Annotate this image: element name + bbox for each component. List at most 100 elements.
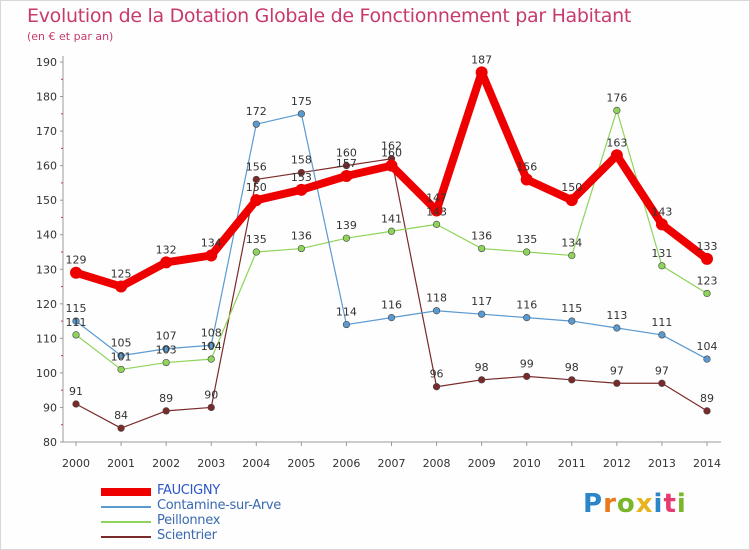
data-point-peillonnex xyxy=(72,331,80,339)
data-point-peillonnex xyxy=(523,248,531,256)
logo-letter: P xyxy=(583,489,604,519)
data-label-scientrier: 97 xyxy=(610,364,624,377)
data-point-faucigny xyxy=(70,266,82,279)
legend-label: FAUCIGNY xyxy=(157,483,220,498)
data-label-peillonnex: 131 xyxy=(651,247,672,260)
y-tick-label: 160 xyxy=(36,160,57,173)
data-point-contamine-sur-arve xyxy=(162,345,170,353)
data-label-contamine-sur-arve: 108 xyxy=(201,326,222,339)
data-point-faucigny xyxy=(295,183,308,196)
data-point-scientrier xyxy=(523,372,531,380)
data-label-peillonnex: 136 xyxy=(291,230,312,243)
data-label-scientrier: 162 xyxy=(381,140,402,153)
data-label-faucigny: 187 xyxy=(471,53,492,66)
data-label-scientrier: 84 xyxy=(114,409,128,422)
y-tick-label: 170 xyxy=(36,125,57,138)
data-point-peillonnex xyxy=(613,106,621,114)
legend-swatch xyxy=(101,521,151,523)
data-point-scientrier xyxy=(162,407,170,415)
y-tick-label: 80 xyxy=(43,436,57,449)
x-tick-label: 2003 xyxy=(197,457,225,470)
data-point-scientrier xyxy=(432,383,441,391)
data-point-faucigny xyxy=(475,66,488,79)
x-tick-label: 2007 xyxy=(378,457,406,470)
data-label-faucigny: 156 xyxy=(516,160,537,173)
data-label-contamine-sur-arve: 115 xyxy=(66,302,87,315)
legend-item-scientrier: Scientrier xyxy=(101,528,361,544)
legend-item-faucigny: FAUCIGNY xyxy=(101,483,361,499)
y-tick-label: 140 xyxy=(36,229,57,242)
chart-subtitle: (en € et par an) xyxy=(27,30,114,43)
data-label-contamine-sur-arve: 105 xyxy=(111,337,132,350)
data-label-faucigny: 133 xyxy=(697,240,718,253)
data-point-faucigny xyxy=(340,170,353,182)
data-point-peillonnex xyxy=(703,289,711,298)
chart-title: Evolution de la Dotation Globale de Fonc… xyxy=(27,5,632,27)
y-tick-label: 120 xyxy=(36,298,57,311)
legend-label: Scientrier xyxy=(157,528,217,543)
data-label-peillonnex: 141 xyxy=(381,212,402,225)
data-label-scientrier: 158 xyxy=(291,154,312,167)
data-label-peillonnex: 136 xyxy=(471,230,492,243)
data-label-peillonnex: 103 xyxy=(156,344,177,357)
data-label-faucigny: 150 xyxy=(561,181,582,194)
axes: 80 90 100 110 120 130 140 150 160 170 180 190 2000 20… xyxy=(36,56,721,470)
data-label-contamine-sur-arve: 115 xyxy=(561,302,582,315)
x-tick-label: 2014 xyxy=(693,457,721,470)
legend-item-peillonnex: Peillonnex xyxy=(101,513,361,529)
legend-swatch xyxy=(101,536,151,538)
data-label-scientrier: 96 xyxy=(430,368,444,381)
data-label-scientrier: 89 xyxy=(159,392,173,405)
data-label-contamine-sur-arve: 117 xyxy=(471,295,492,308)
legend-swatch xyxy=(101,506,151,508)
data-point-faucigny xyxy=(701,252,713,265)
data-label-peillonnex: 143 xyxy=(426,205,447,218)
data-point-faucigny xyxy=(250,194,263,207)
x-tick-label: 2011 xyxy=(558,457,586,470)
data-label-faucigny: 125 xyxy=(111,268,132,281)
data-label-scientrier: 98 xyxy=(565,361,579,374)
legend-label: Contamine-sur-Arve xyxy=(157,498,281,513)
data-point-scientrier xyxy=(568,376,576,384)
logo-letter: i xyxy=(676,489,687,519)
data-label-contamine-sur-arve: 172 xyxy=(246,105,267,118)
data-point-contamine-sur-arve xyxy=(207,341,215,349)
y-tick-label: 130 xyxy=(36,263,57,276)
data-label-faucigny: 147 xyxy=(426,192,447,205)
logo-letter: x xyxy=(635,489,654,519)
data-point-peillonnex xyxy=(478,244,486,253)
data-label-peillonnex: 104 xyxy=(201,340,222,353)
data-point-contamine-sur-arve xyxy=(703,355,711,363)
data-point-scientrier xyxy=(207,403,215,412)
data-point-faucigny xyxy=(160,256,173,269)
logo-letter: r xyxy=(603,489,617,519)
data-point-peillonnex xyxy=(207,355,215,363)
data-point-peillonnex xyxy=(162,358,170,367)
data-point-contamine-sur-arve xyxy=(613,324,621,332)
series-line-scientrier xyxy=(75,158,708,429)
data-label-peillonnex: 176 xyxy=(606,91,627,104)
x-tick-label: 2001 xyxy=(107,457,135,470)
legend-label: Peillonnex xyxy=(157,513,221,528)
data-point-faucigny xyxy=(205,249,218,262)
data-label-peillonnex: 139 xyxy=(336,219,357,232)
data-point-peillonnex xyxy=(297,244,305,253)
x-tick-label: 2006 xyxy=(332,457,360,470)
logo-letter: i xyxy=(653,489,664,519)
data-point-scientrier xyxy=(478,376,486,384)
x-tick-label: 2008 xyxy=(423,457,451,470)
data-label-faucigny: 150 xyxy=(246,181,267,194)
data-label-peillonnex: 111 xyxy=(66,316,87,329)
data-label-faucigny: 143 xyxy=(651,205,672,218)
y-tick-label: 110 xyxy=(36,332,57,345)
data-label-faucigny: 132 xyxy=(156,243,177,256)
x-tick-label: 2005 xyxy=(287,457,315,470)
data-point-peillonnex xyxy=(342,234,351,242)
data-point-contamine-sur-arve xyxy=(72,317,80,325)
data-point-contamine-sur-arve xyxy=(252,120,260,128)
data-label-peillonnex: 101 xyxy=(111,350,132,363)
data-point-contamine-sur-arve xyxy=(432,307,441,315)
data-point-faucigny xyxy=(115,280,128,293)
